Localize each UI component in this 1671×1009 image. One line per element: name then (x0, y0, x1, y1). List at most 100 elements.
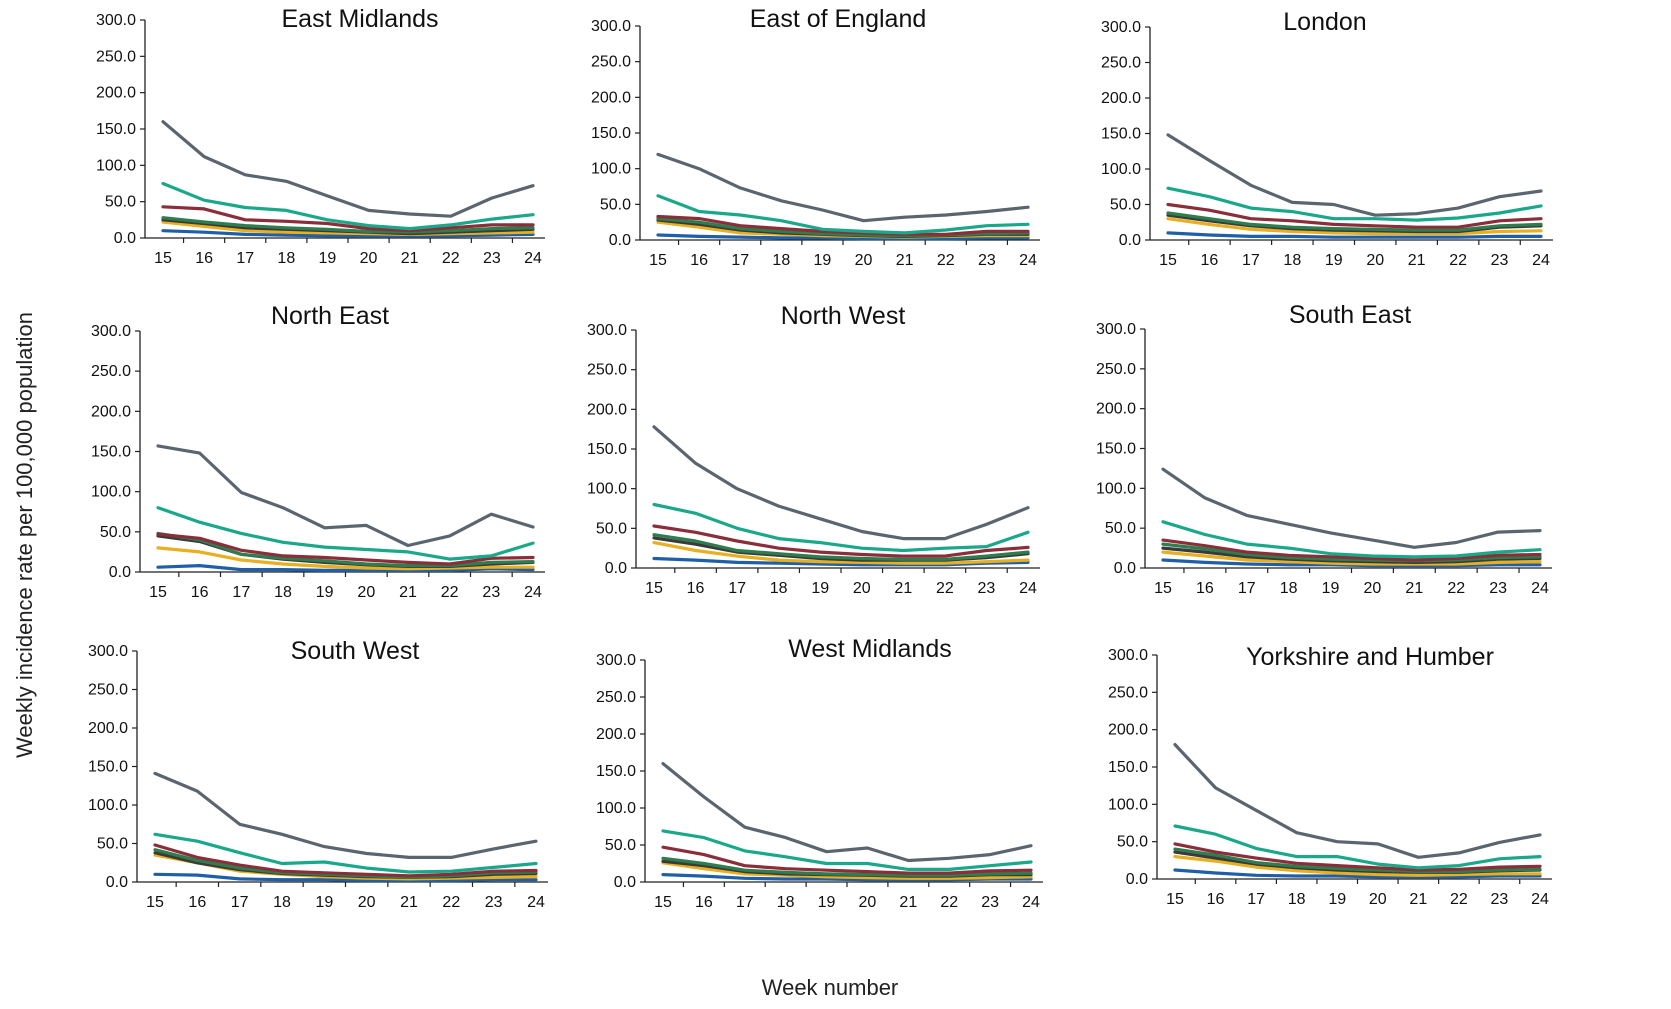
x-tick-label: 23 (978, 252, 996, 269)
y-tick-label: 300.0 (591, 18, 631, 35)
x-tick-label: 22 (442, 250, 460, 267)
series-line-2 (1161, 520, 1542, 559)
panel-title: South East (1289, 301, 1411, 329)
x-tick-label: 15 (1166, 891, 1184, 908)
series-line-2 (1173, 824, 1542, 870)
y-tick-label: 300.0 (88, 643, 128, 660)
y-tick-label: 250.0 (1101, 55, 1141, 72)
series-line-3 (656, 214, 1030, 236)
y-tick-label: 150.0 (1108, 759, 1148, 776)
x-tick-label: 19 (316, 584, 334, 601)
x-tick-label: 16 (188, 894, 206, 911)
y-tick-label: 0.0 (605, 560, 627, 577)
y-tick-label: 100.0 (91, 484, 131, 501)
panel-title: East of England (750, 5, 927, 33)
series-line-1 (656, 152, 1030, 223)
y-tick-label: 0.0 (614, 874, 636, 891)
series-line-6 (1161, 550, 1542, 566)
x-tick-label: 22 (1450, 891, 1468, 908)
series-line-4 (161, 216, 535, 234)
x-tick-label: 20 (1364, 580, 1382, 597)
y-tick-label: 100.0 (96, 157, 136, 174)
y-tick-label: 0.0 (1126, 871, 1148, 888)
panel-4: North East 0.0 50.0 100.0 150.0 200.0 250.0 300… (91, 302, 545, 601)
y-tick-label: 250.0 (587, 362, 627, 379)
x-tick-label: 21 (401, 250, 419, 267)
series-line-6 (1173, 854, 1542, 877)
x-tick-label: 16 (191, 584, 209, 601)
y-tick-label: 200.0 (88, 720, 128, 737)
y-tick-label: 150.0 (587, 441, 627, 458)
x-tick-label: 21 (399, 584, 417, 601)
x-tick-label: 23 (1489, 580, 1507, 597)
x-tick-label: 15 (645, 580, 663, 597)
x-tick-label: 18 (1283, 252, 1301, 269)
x-tick-label: 22 (442, 894, 460, 911)
x-tick-label: 23 (1491, 252, 1509, 269)
x-tick-label: 19 (319, 250, 337, 267)
panel-title: North West (781, 302, 906, 330)
figure-y-axis-label: Weekly incidence rate per 100,000 popula… (12, 312, 37, 758)
series-line-3 (153, 843, 538, 878)
x-tick-label: 18 (772, 252, 790, 269)
y-tick-label: 100.0 (596, 800, 636, 817)
series-line-2 (156, 506, 535, 561)
series-line-7 (153, 872, 538, 883)
y-tick-label: 0.0 (106, 874, 128, 891)
y-tick-label: 150.0 (1096, 441, 1136, 458)
x-tick-label: 24 (524, 584, 542, 601)
y-tick-label: 150.0 (596, 763, 636, 780)
panel-1: East Midlands 0.0 50.0 100.0 150.0 200.0 250.0… (96, 5, 545, 267)
y-tick-label: 200.0 (91, 403, 131, 420)
x-tick-label: 22 (936, 580, 954, 597)
series-line-2 (153, 832, 538, 874)
x-tick-label: 23 (483, 250, 501, 267)
x-tick-label: 17 (1247, 891, 1265, 908)
series-line-6 (156, 546, 535, 571)
y-tick-label: 0.0 (609, 232, 631, 249)
x-tick-label: 16 (195, 250, 213, 267)
x-tick-label: 18 (777, 894, 795, 911)
x-tick-label: 21 (400, 894, 418, 911)
x-tick-label: 16 (1196, 580, 1214, 597)
y-tick-label: 200.0 (1108, 722, 1148, 739)
series-line-1 (1173, 742, 1542, 859)
y-tick-label: 150.0 (591, 125, 631, 142)
y-tick-label: 250.0 (596, 689, 636, 706)
x-tick-label: 17 (1238, 580, 1256, 597)
series-line-6 (661, 861, 1033, 880)
x-tick-label: 23 (1491, 891, 1509, 908)
x-tick-label: 21 (894, 580, 912, 597)
panel-2: East of England 0.0 50.0 100.0 150.0 200.0 250… (591, 5, 1040, 269)
x-tick-label: 15 (1159, 252, 1177, 269)
y-tick-label: 200.0 (596, 726, 636, 743)
x-tick-label: 21 (1409, 891, 1427, 908)
panel-title: Yorkshire and Humber (1246, 643, 1494, 671)
y-tick-label: 100.0 (1101, 161, 1141, 178)
x-tick-label: 15 (154, 250, 172, 267)
x-tick-label: 22 (940, 894, 958, 911)
y-tick-label: 300.0 (1096, 321, 1136, 338)
x-tick-label: 19 (1325, 252, 1343, 269)
y-tick-label: 200.0 (1101, 90, 1141, 107)
y-tick-label: 150.0 (91, 444, 131, 461)
panel-title: North East (271, 302, 389, 330)
series-line-2 (1166, 186, 1543, 222)
series-line-7 (161, 229, 535, 238)
x-tick-label: 24 (524, 250, 542, 267)
series-line-2 (656, 194, 1030, 235)
panels-group: East Midlands0.050.0100.0150.0200.0250.0… (88, 5, 1553, 911)
y-tick-label: 250.0 (1096, 361, 1136, 378)
y-tick-label: 50.0 (600, 196, 631, 213)
x-tick-label: 16 (1207, 891, 1225, 908)
series-line-4 (652, 533, 1030, 561)
y-tick-label: 250.0 (591, 54, 631, 71)
y-tick-label: 200.0 (1096, 401, 1136, 418)
series-line-4 (1161, 542, 1542, 563)
x-tick-label: 21 (1408, 252, 1426, 269)
series-line-7 (1166, 231, 1543, 239)
x-tick-label: 23 (978, 580, 996, 597)
y-tick-label: 300.0 (1108, 647, 1148, 664)
y-tick-label: 200.0 (587, 401, 627, 418)
